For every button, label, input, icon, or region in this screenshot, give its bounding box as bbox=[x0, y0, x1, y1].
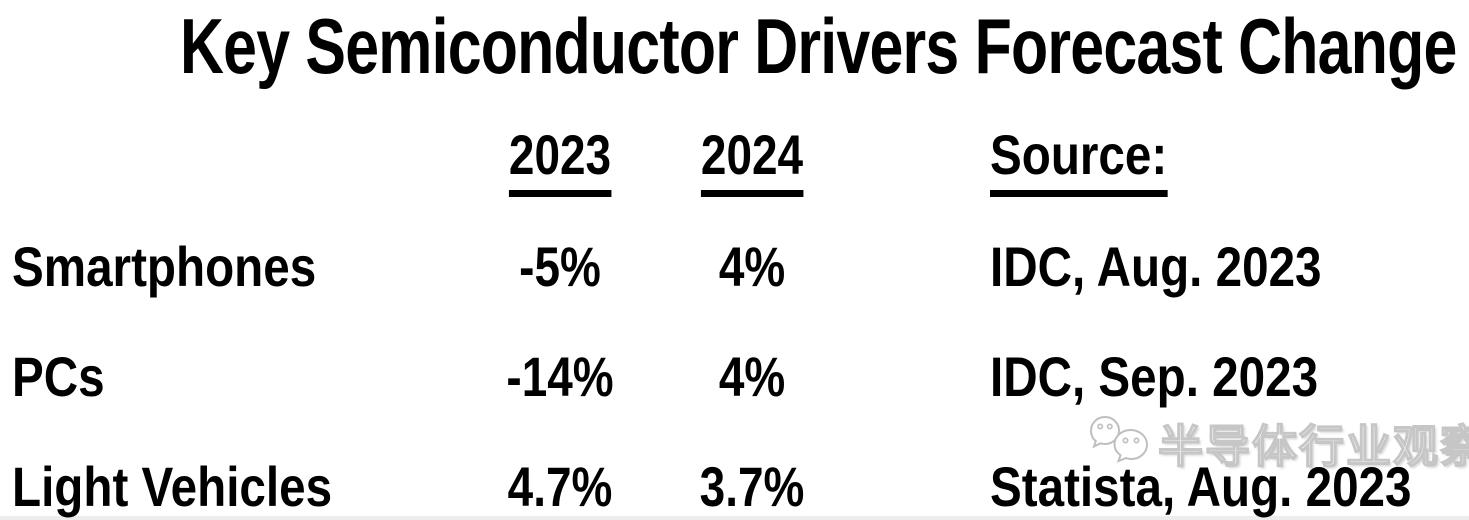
forecast-2024-value: 4% bbox=[718, 345, 786, 408]
driver-label: PCs bbox=[12, 345, 105, 408]
forecast-2023-value: -5% bbox=[519, 235, 601, 298]
forecast-2023-value: -14% bbox=[506, 345, 614, 408]
source-value: IDC, Sep. 2023 bbox=[990, 345, 1319, 408]
column-header-2023: 2023 bbox=[498, 123, 623, 197]
forecast-2024-value: 4% bbox=[718, 235, 786, 298]
column-header-2024: 2024 bbox=[690, 123, 815, 197]
source-value: IDC, Aug. 2023 bbox=[990, 235, 1322, 298]
page-title: Key Semiconductor Drivers Forecast Chang… bbox=[0, 2, 1469, 90]
driver-label: Smartphones bbox=[12, 235, 317, 298]
driver-label: Light Vehicles bbox=[12, 455, 333, 518]
page-title-text: Key Semiconductor Drivers Forecast Chang… bbox=[180, 2, 1457, 90]
bottom-edge-line bbox=[0, 516, 1469, 520]
column-header-source: Source: bbox=[990, 123, 1199, 197]
forecast-2023-value: 4.7% bbox=[507, 455, 613, 518]
source-value: Statista, Aug. 2023 bbox=[990, 455, 1412, 518]
forecast-2024-value: 3.7% bbox=[699, 455, 805, 518]
